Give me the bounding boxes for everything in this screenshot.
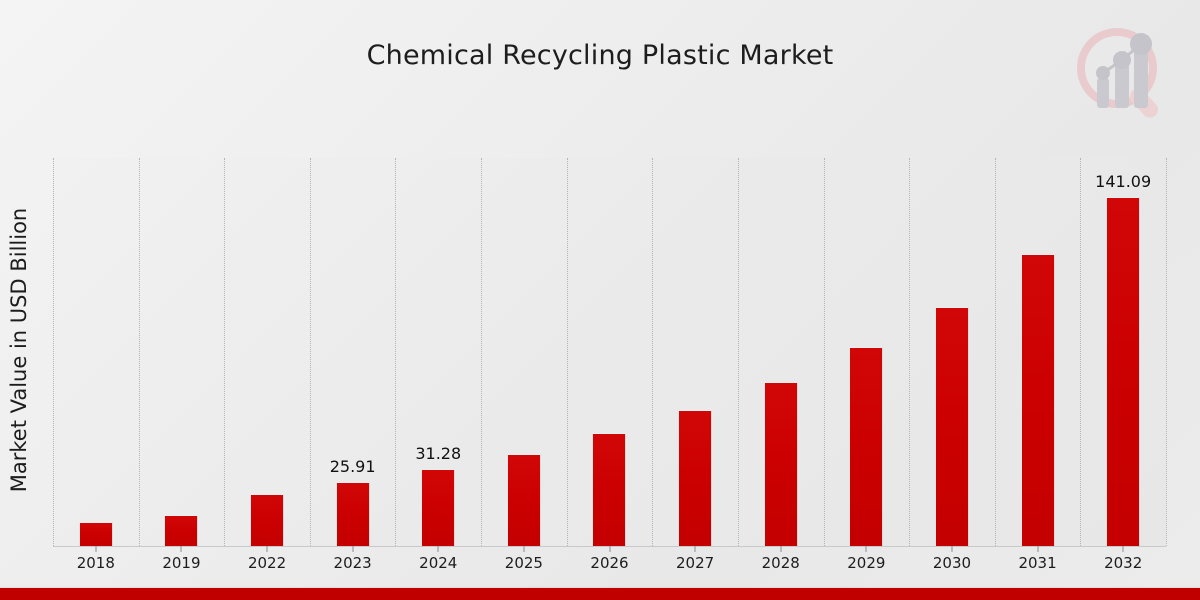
tick-mark <box>266 546 268 552</box>
x-axis-tick-label: 2032 <box>1104 554 1143 572</box>
bar[interactable] <box>421 468 456 546</box>
x-axis-tick-label: 2022 <box>247 554 287 572</box>
bar-group[interactable] <box>139 158 225 546</box>
tick-mark <box>609 546 610 552</box>
x-axis-tick-label: 2031 <box>1018 554 1057 572</box>
footer-accent-bar <box>0 588 1200 600</box>
tick-mark <box>694 546 696 552</box>
x-axis-tick-label: 2019 <box>162 554 201 572</box>
tick-mark <box>437 546 439 552</box>
tick-mark <box>523 546 525 552</box>
bar-group[interactable]: 141.09 <box>1080 158 1166 546</box>
x-axis-tick-label: 2018 <box>76 554 115 572</box>
bars-layer: 25.91 31.28 141.09 <box>53 158 1166 546</box>
x-axis-tick-label: 2027 <box>676 554 715 572</box>
bar-group[interactable] <box>481 158 567 546</box>
bar-group[interactable] <box>53 158 139 546</box>
tick-mark <box>1122 546 1124 552</box>
bar[interactable] <box>849 346 884 546</box>
bar-group[interactable] <box>652 158 738 546</box>
logo-watermark <box>1068 22 1172 126</box>
bar[interactable] <box>335 481 370 546</box>
bar[interactable] <box>506 453 541 546</box>
bar-group[interactable] <box>824 158 910 546</box>
bar[interactable] <box>164 515 199 546</box>
tick-mark <box>951 546 953 552</box>
bar-group[interactable]: 31.28 <box>395 158 481 546</box>
bar-group[interactable] <box>567 158 653 546</box>
bar-value-label: 141.09 <box>1095 172 1152 192</box>
x-axis-tick-label: 2024 <box>419 554 458 572</box>
bar[interactable] <box>763 381 798 546</box>
bar-value-label: 25.91 <box>329 456 376 476</box>
x-axis-tick-label: 2025 <box>504 554 543 572</box>
tick-mark <box>865 546 867 552</box>
tick-mark <box>352 546 354 552</box>
tick-mark <box>1037 546 1039 552</box>
bar-group[interactable] <box>909 158 995 546</box>
bar-group[interactable] <box>995 158 1081 546</box>
bar[interactable] <box>592 432 627 546</box>
x-axis-tick-label: 2023 <box>333 554 372 572</box>
gridline <box>1166 158 1167 546</box>
footer-shadow <box>0 586 1200 588</box>
bar[interactable] <box>934 306 969 546</box>
bar-group[interactable] <box>738 158 824 546</box>
tick-mark <box>180 546 182 552</box>
bar-value-label: 31.28 <box>415 443 462 463</box>
bar[interactable] <box>78 522 113 546</box>
bar[interactable] <box>1020 253 1055 546</box>
x-axis-tick-label: 2029 <box>847 554 886 572</box>
bar[interactable] <box>250 494 285 546</box>
bar[interactable] <box>1106 197 1141 546</box>
x-axis-tick-label: 2028 <box>761 554 800 572</box>
bar[interactable] <box>678 409 713 546</box>
x-axis-ticks: 2018 2019 2022 2023 2024 2025 2026 2027 2028 2029… <box>53 546 1166 576</box>
page-title: Chemical Recycling Plastic Market <box>366 40 834 71</box>
y-axis-label: Market Value in USD Billion <box>7 207 31 493</box>
x-axis-tick-label: 2026 <box>590 554 629 572</box>
bar-group[interactable]: 25.91 <box>310 158 396 546</box>
tick-mark <box>95 546 97 552</box>
x-axis-tick-label: 2030 <box>932 554 972 572</box>
bar-group[interactable] <box>224 158 310 546</box>
tick-mark <box>780 546 782 552</box>
